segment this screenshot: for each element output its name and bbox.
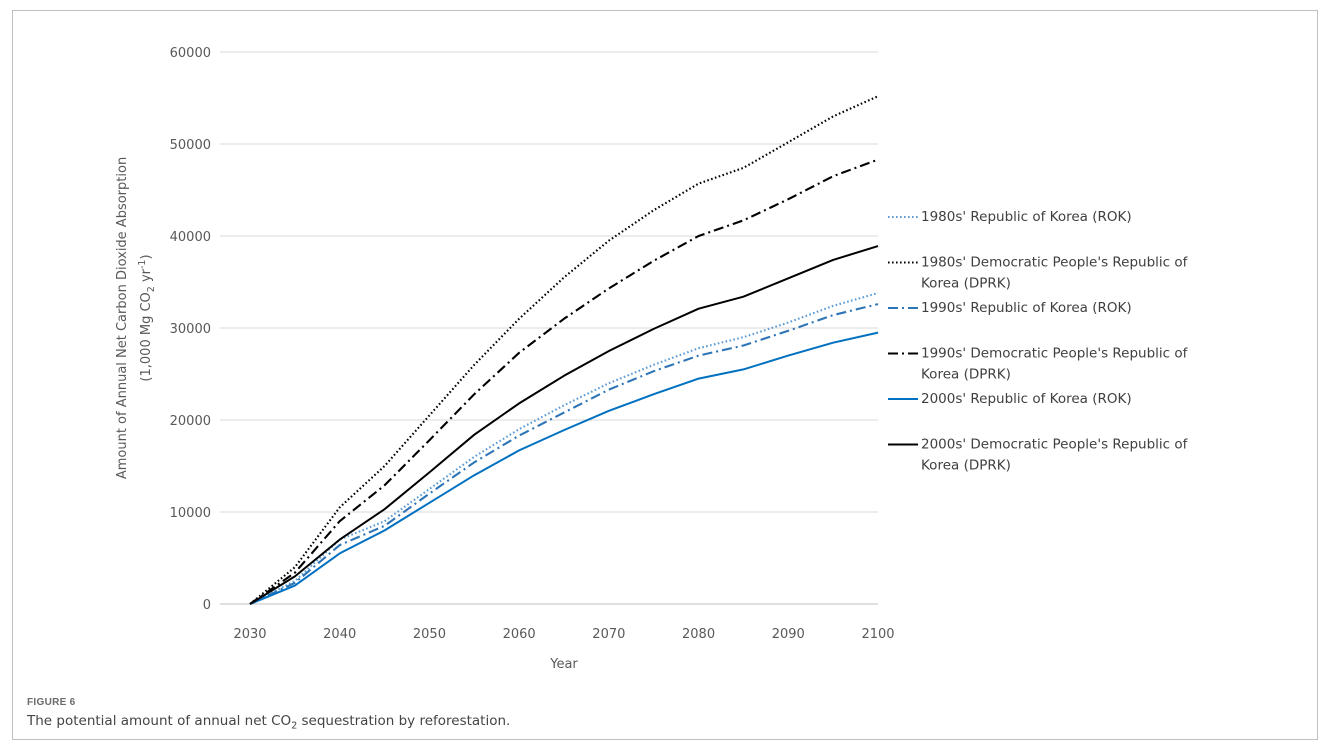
- legend-label-5: Korea (DPRK): [921, 458, 1011, 474]
- y-tick-label: 40000: [170, 230, 211, 245]
- legend-label-1: Korea (DPRK): [921, 276, 1011, 292]
- series-line-5: [249, 245, 879, 605]
- y-axis-title-line1: Amount of Annual Net Carbon Dioxide Abso…: [115, 157, 130, 479]
- legend-label-3: 1990s' Democratic People's Republic of: [921, 346, 1189, 362]
- x-tick-labels: 2030 2040 2050 2060 2070 2080 2090 2100: [233, 627, 894, 642]
- y-tick-labels: 0 10000 20000 30000 40000 50000 60000: [170, 46, 211, 613]
- legend-label-5: 2000s' Democratic People's Republic of: [921, 437, 1189, 453]
- x-tick-label: 2040: [323, 627, 356, 642]
- y-tick-label: 60000: [170, 46, 211, 61]
- series-line-0: [249, 291, 879, 605]
- y-tick-label: 30000: [170, 322, 211, 337]
- series-line-2: [249, 303, 879, 605]
- caption-text: The potential amount of annual net CO2 s…: [27, 713, 1227, 732]
- y-tick-label: 0: [203, 598, 211, 613]
- figure-label: FIGURE 6: [27, 697, 76, 708]
- y-tick-label: 20000: [170, 414, 211, 429]
- legend: 1980s' Republic of Korea (ROK) 1980s' Dem…: [888, 209, 1189, 474]
- x-tick-label: 2080: [682, 627, 715, 642]
- line-chart: 0 10000 20000 30000 40000 50000 60000 2030 2040…: [115, 46, 1189, 672]
- series-line-1: [249, 95, 879, 605]
- legend-label-4: 2000s' Republic of Korea (ROK): [921, 391, 1132, 407]
- series-line-4: [249, 331, 879, 605]
- legend-label-0: 1980s' Republic of Korea (ROK): [921, 209, 1132, 225]
- series-lines: [249, 95, 879, 605]
- y-tick-label: 50000: [170, 138, 211, 153]
- y-tick-label: 10000: [170, 506, 211, 521]
- legend-label-3: Korea (DPRK): [921, 367, 1011, 383]
- y-axis-unit-superscript: -1: [137, 260, 148, 269]
- figure-caption: FIGURE 6 The potential amount of annual …: [27, 697, 1227, 732]
- legend-label-1: 1980s' Democratic People's Republic of: [921, 255, 1189, 271]
- caption-subscript: 2: [291, 720, 298, 732]
- legend-label-2: 1990s' Republic of Korea (ROK): [921, 300, 1132, 316]
- x-tick-label: 2050: [413, 627, 446, 642]
- gridlines: [220, 51, 878, 605]
- y-axis-title: Amount of Annual Net Carbon Dioxide Abso…: [115, 157, 157, 479]
- x-tick-label: 2100: [861, 627, 894, 642]
- series-line-3: [249, 158, 879, 605]
- x-tick-label: 2090: [772, 627, 805, 642]
- y-axis-title-line2: (1,000 Mg CO2 yr-1): [137, 254, 157, 381]
- y-axis-unit-text: ): [139, 254, 154, 259]
- y-axis-unit-text: (1,000 Mg CO: [139, 292, 154, 381]
- y-axis-unit-subscript: 2: [146, 286, 157, 292]
- x-axis-title: Year: [549, 657, 578, 672]
- x-tick-label: 2060: [503, 627, 536, 642]
- y-axis-unit-text: yr: [139, 268, 154, 286]
- caption-text-main: The potential amount of annual net CO: [27, 713, 292, 729]
- caption-text-end: sequestration by reforestation.: [297, 713, 511, 729]
- figure-frame: 0 10000 20000 30000 40000 50000 60000 2030 2040…: [12, 10, 1318, 740]
- x-tick-label: 2030: [233, 627, 266, 642]
- x-tick-label: 2070: [592, 627, 625, 642]
